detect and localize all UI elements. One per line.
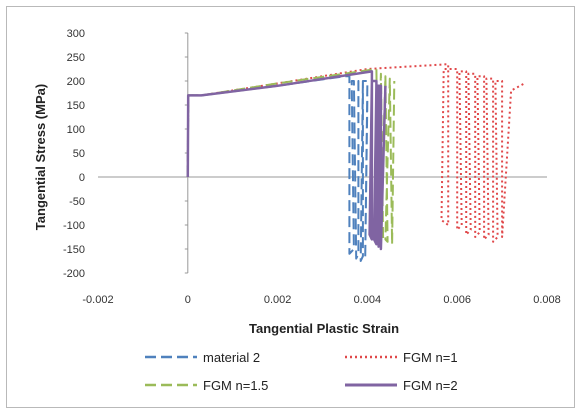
line-chart: 300 250 200 150 100 50 0 -50 -100 -150 -200 -0.002… bbox=[33, 28, 561, 393]
chart-frame: 300 250 200 150 100 50 0 -50 -100 -150 -200 -0.002… bbox=[6, 6, 575, 408]
series-line-1 bbox=[186, 63, 525, 243]
x-tick-label: 0.006 bbox=[443, 294, 471, 306]
x-tick-label: 0.008 bbox=[533, 294, 561, 306]
axes bbox=[98, 33, 547, 273]
series-line-0 bbox=[186, 75, 369, 262]
legend-label-3: FGM n=2 bbox=[403, 378, 458, 393]
x-tick-label: 0 bbox=[185, 294, 191, 306]
x-tick-label: 0.002 bbox=[264, 294, 292, 306]
y-tick-label: 250 bbox=[67, 52, 85, 64]
series-line-3 bbox=[186, 70, 387, 251]
y-tick-label: 0 bbox=[79, 172, 85, 184]
y-tick-label: 50 bbox=[73, 148, 85, 160]
y-tick-label: -150 bbox=[63, 244, 85, 256]
y-tick-label: -100 bbox=[63, 220, 85, 232]
legend: material 2 FGM n=1 FGM n=1.5 FGM n=2 bbox=[145, 350, 458, 393]
y-tick-label: -200 bbox=[63, 268, 85, 280]
x-tick-label: 0.004 bbox=[354, 294, 382, 306]
y-tick-label: 200 bbox=[67, 76, 85, 88]
series-lines bbox=[186, 63, 525, 262]
x-tick-labels: -0.002 0 0.002 0.004 0.006 0.008 bbox=[82, 294, 560, 306]
y-axis-title: Tangential Stress (MPa) bbox=[33, 84, 48, 230]
y-tick-label: 150 bbox=[67, 100, 85, 112]
x-tick-label: -0.002 bbox=[82, 294, 113, 306]
y-tick-labels: 300 250 200 150 100 50 0 -50 -100 -150 -200 bbox=[63, 28, 188, 280]
y-tick-label: 300 bbox=[67, 28, 85, 40]
legend-label-0: material 2 bbox=[203, 350, 260, 365]
y-tick-label: -50 bbox=[69, 196, 85, 208]
x-axis-title: Tangential Plastic Strain bbox=[249, 321, 399, 336]
y-tick-label: 100 bbox=[67, 124, 85, 136]
legend-label-2: FGM n=1.5 bbox=[203, 378, 268, 393]
legend-label-1: FGM n=1 bbox=[403, 350, 458, 365]
